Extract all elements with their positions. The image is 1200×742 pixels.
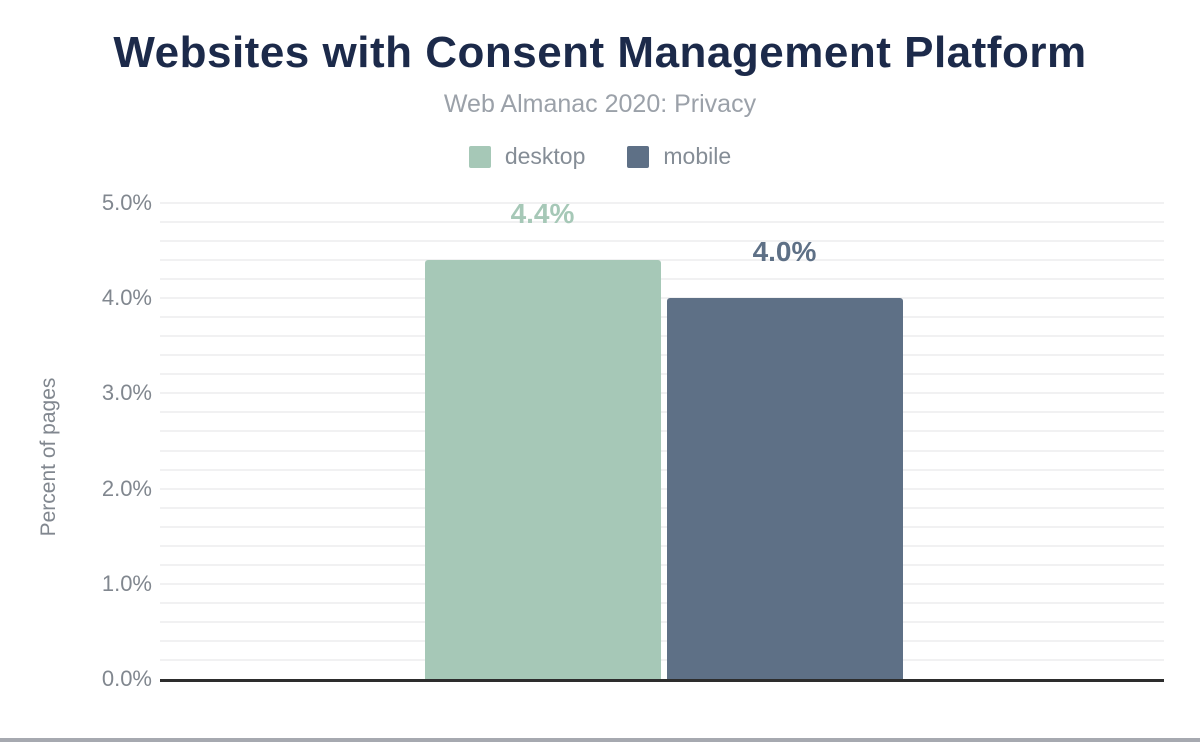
y-axis-title: Percent of pages (37, 377, 60, 537)
legend-label-mobile: mobile (663, 143, 732, 169)
y-tick-label: 0.0% (101, 666, 152, 691)
chart-subtitle: Web Almanac 2020: Privacy (443, 90, 757, 118)
gridline (160, 639, 1164, 642)
gridline (160, 449, 1164, 452)
gridline (160, 430, 1164, 433)
gridline (160, 658, 1164, 661)
gridline (160, 411, 1164, 414)
y-tick-label: 1.0% (101, 570, 152, 596)
desktop-bar[interactable] (424, 260, 661, 679)
mobile-bar-value-label: 4.0% (752, 236, 817, 268)
gridline (160, 392, 1164, 395)
gridline (160, 221, 1164, 224)
gridline (160, 525, 1164, 528)
legend-item-desktop[interactable]: desktop (468, 143, 586, 170)
gridline (160, 620, 1164, 623)
gridline (160, 563, 1164, 566)
gridline (160, 335, 1164, 338)
x-axis-line (160, 679, 1164, 682)
gridline (160, 297, 1164, 300)
gridline (160, 278, 1164, 281)
mobile-bar[interactable] (666, 298, 903, 679)
gridline (160, 240, 1164, 243)
desktop-bar-value-label: 4.4% (510, 198, 575, 230)
gridline (160, 544, 1164, 547)
bottom-border (0, 738, 1200, 742)
mobile-series-swatch (627, 145, 650, 168)
y-tick-label: 5.0% (101, 190, 152, 215)
chart-legend: desktop mobile (0, 143, 1200, 170)
gridline (160, 354, 1164, 357)
y-tick-label: 3.0% (101, 380, 152, 406)
gridline (160, 487, 1164, 490)
chart-title: Websites with Consent Management Platfor… (113, 28, 1087, 77)
y-tick-label: 2.0% (101, 475, 152, 501)
legend-item-mobile[interactable]: mobile (627, 143, 731, 170)
gridline (160, 601, 1164, 604)
legend-label-desktop: desktop (504, 143, 586, 169)
gridline (160, 202, 1164, 204)
gridline (160, 259, 1164, 262)
y-tick-label: 4.0% (101, 285, 152, 311)
gridline (160, 582, 1164, 585)
gridline (160, 506, 1164, 509)
gridline (160, 316, 1164, 319)
gridline (160, 373, 1164, 376)
desktop-series-swatch (468, 145, 491, 168)
gridline (160, 468, 1164, 471)
